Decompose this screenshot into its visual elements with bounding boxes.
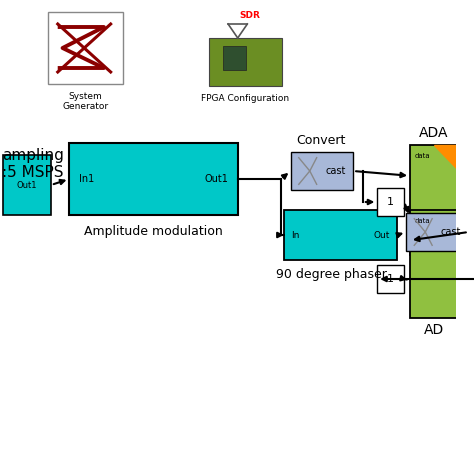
Text: AD: AD bbox=[424, 323, 444, 337]
Bar bbox=[223, 46, 246, 70]
Text: Out1: Out1 bbox=[204, 174, 228, 184]
Text: 90 degree phaser: 90 degree phaser bbox=[275, 268, 386, 281]
Text: FPGA Configuration: FPGA Configuration bbox=[201, 94, 290, 103]
Text: ampling
:5 MSPS: ampling :5 MSPS bbox=[2, 148, 64, 181]
Bar bbox=[209, 38, 282, 86]
Bar bbox=[3, 155, 51, 215]
Text: Convert: Convert bbox=[296, 134, 345, 147]
Text: Out1: Out1 bbox=[17, 181, 37, 190]
Bar bbox=[410, 210, 458, 318]
Text: cast: cast bbox=[326, 166, 346, 176]
Text: 1: 1 bbox=[387, 274, 394, 284]
Text: Out: Out bbox=[374, 230, 390, 239]
Text: Amplitude modulation: Amplitude modulation bbox=[84, 225, 223, 238]
Text: System
Generator: System Generator bbox=[63, 92, 109, 111]
Bar bbox=[377, 265, 404, 293]
Text: In: In bbox=[292, 230, 300, 239]
Bar bbox=[69, 143, 238, 215]
Polygon shape bbox=[434, 145, 458, 170]
Bar bbox=[406, 213, 469, 251]
Bar bbox=[284, 210, 398, 260]
Bar bbox=[48, 12, 123, 84]
Text: 1: 1 bbox=[387, 197, 394, 207]
Text: cast: cast bbox=[441, 227, 461, 237]
Bar bbox=[410, 145, 458, 255]
Text: SDR: SDR bbox=[240, 11, 261, 20]
Text: ADA: ADA bbox=[419, 126, 449, 140]
Bar bbox=[291, 152, 353, 190]
Text: data: data bbox=[415, 218, 430, 224]
Text: data: data bbox=[415, 153, 430, 159]
Bar bbox=[377, 188, 404, 216]
Text: In1: In1 bbox=[79, 174, 94, 184]
